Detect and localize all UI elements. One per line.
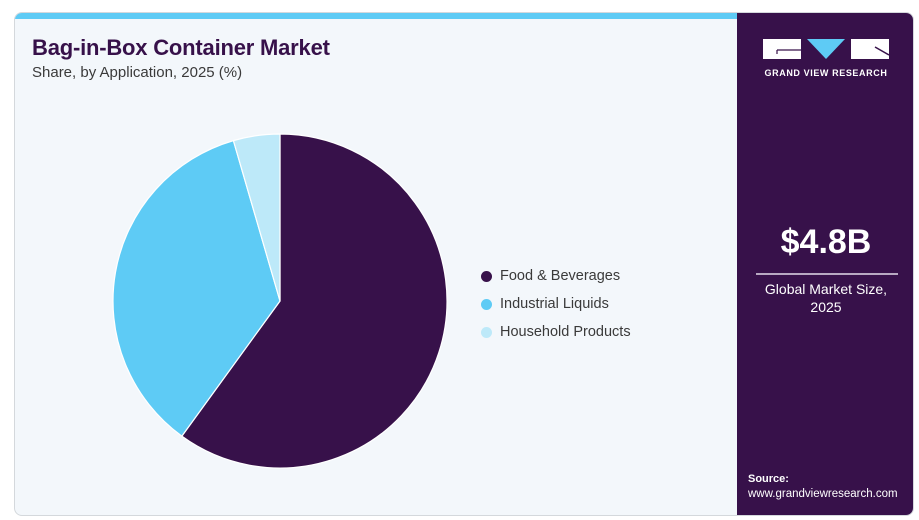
legend-label: Food & Beverages: [500, 268, 621, 284]
legend-item: Food & Beverages: [481, 262, 631, 290]
pie-slice-industrial-liquids: [112, 139, 281, 437]
legend-marker-icon: [481, 298, 492, 310]
legend-marker-icon: [481, 326, 492, 338]
market-size-label-line1: Global Market Size,: [764, 281, 888, 297]
sidebar-panel: GRAND VIEW RESEARCH $4.8B Global Market …: [737, 13, 913, 515]
pie-slice-food-beverages: [181, 133, 448, 469]
accent-bar: [15, 13, 737, 19]
pie-chart: [112, 133, 448, 469]
source-label: Source:: [748, 473, 789, 485]
legend-label: Industrial Liquids: [500, 296, 609, 312]
chart-subtitle: Share, by Application, 2025 (%): [32, 64, 243, 81]
logo-text: GRAND VIEW RESEARCH: [764, 68, 888, 78]
divider: [756, 273, 898, 275]
market-size-value: $4.8B: [780, 223, 872, 261]
pie-slice-household-products: [232, 133, 281, 302]
grand-view-research-logo-icon: [763, 39, 889, 59]
market-size-label-line2: 2025: [810, 299, 842, 315]
legend-item: Household Products: [481, 318, 631, 346]
legend: Food & Beverages Industrial Liquids Househ…: [481, 262, 631, 346]
legend-label: Household Products: [500, 324, 631, 340]
chart-title: Bag-in-Box Container Market: [32, 35, 330, 60]
legend-item: Industrial Liquids: [481, 290, 631, 318]
legend-marker-icon: [481, 270, 492, 282]
source-link[interactable]: www.grandviewresearch.com: [748, 488, 898, 500]
chart-card: Bag-in-Box Container Market Share, by Ap…: [14, 12, 914, 516]
market-size-label: Global Market Size, 2025: [737, 280, 913, 316]
